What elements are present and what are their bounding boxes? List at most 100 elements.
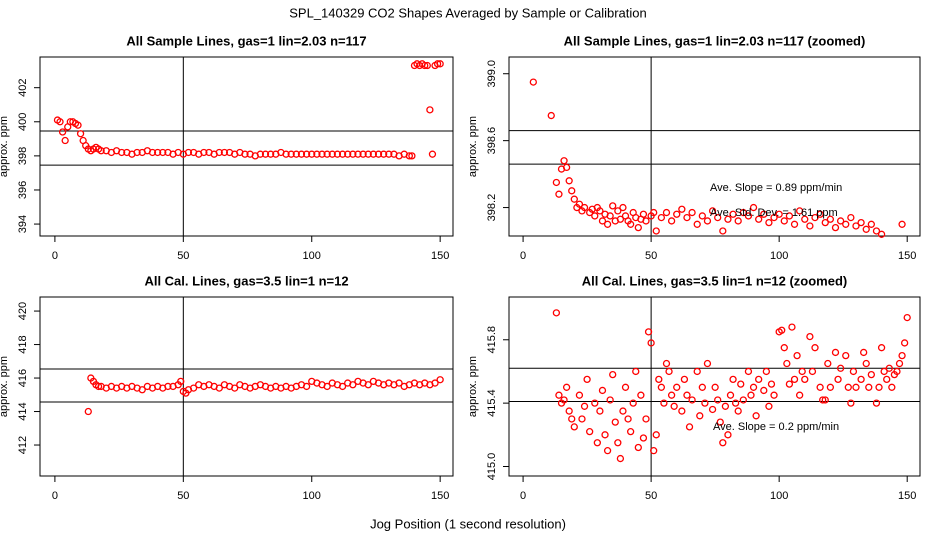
data-point bbox=[900, 339, 909, 347]
data-point bbox=[570, 195, 578, 203]
data-point bbox=[338, 150, 347, 158]
data-point bbox=[862, 359, 870, 368]
data-point bbox=[614, 439, 622, 447]
data-point bbox=[716, 418, 724, 426]
plot-frame bbox=[508, 56, 921, 237]
data-point bbox=[333, 150, 342, 158]
data-point bbox=[626, 220, 635, 228]
data-point bbox=[729, 375, 737, 384]
y-tick-label: 414 bbox=[17, 402, 29, 420]
data-point bbox=[529, 78, 537, 86]
data-point bbox=[616, 454, 625, 463]
data-point bbox=[734, 217, 742, 225]
data-point bbox=[895, 359, 904, 368]
data-point bbox=[578, 415, 586, 423]
data-point bbox=[344, 150, 352, 158]
data-point bbox=[318, 150, 326, 158]
data-point bbox=[885, 364, 893, 372]
data-point bbox=[673, 383, 681, 391]
data-point bbox=[632, 367, 640, 376]
data-point bbox=[755, 375, 763, 384]
data-point bbox=[872, 399, 881, 407]
data-point bbox=[639, 434, 648, 442]
data-point bbox=[565, 177, 573, 185]
data-point bbox=[642, 217, 650, 225]
data-point bbox=[148, 148, 157, 157]
data-point bbox=[852, 222, 860, 230]
data-point bbox=[189, 384, 198, 392]
data-point bbox=[200, 148, 208, 157]
data-point bbox=[603, 447, 612, 455]
data-point bbox=[580, 402, 589, 410]
data-point bbox=[808, 367, 817, 376]
data-point bbox=[780, 217, 788, 225]
x-tick-label: 100 bbox=[770, 490, 788, 502]
data-point bbox=[215, 148, 223, 157]
data-point bbox=[662, 208, 671, 217]
data-point bbox=[634, 443, 642, 452]
data-point bbox=[570, 423, 578, 431]
data-point bbox=[765, 402, 773, 410]
data-point bbox=[783, 359, 791, 368]
data-point bbox=[724, 215, 732, 223]
data-point bbox=[844, 383, 852, 391]
data-point bbox=[593, 439, 601, 447]
data-point bbox=[436, 376, 444, 384]
data-point bbox=[852, 383, 860, 391]
data-point bbox=[790, 220, 799, 228]
data-point bbox=[755, 215, 763, 223]
data-point bbox=[118, 148, 126, 157]
data-point bbox=[685, 423, 694, 431]
data-point bbox=[74, 121, 82, 129]
data-point bbox=[888, 383, 896, 391]
data-point bbox=[798, 367, 806, 376]
data-point bbox=[847, 213, 855, 222]
data-point bbox=[816, 383, 824, 391]
data-point bbox=[256, 150, 265, 158]
data-point bbox=[749, 203, 758, 212]
data-point bbox=[568, 415, 576, 423]
data-point bbox=[637, 391, 645, 399]
data-point bbox=[614, 207, 622, 215]
x-tick-label: 0 bbox=[520, 250, 526, 262]
data-point bbox=[349, 381, 357, 389]
data-point bbox=[780, 344, 788, 352]
data-point bbox=[405, 152, 413, 160]
data-point bbox=[785, 212, 794, 220]
data-point bbox=[61, 136, 69, 145]
data-point bbox=[323, 382, 331, 391]
data-point bbox=[220, 148, 229, 157]
data-point bbox=[693, 220, 701, 228]
data-point bbox=[744, 367, 753, 376]
figure-title: SPL_140329 CO2 Shapes Averaged by Sample… bbox=[289, 5, 647, 20]
data-point bbox=[644, 328, 653, 336]
data-point bbox=[749, 383, 758, 391]
data-point bbox=[302, 150, 311, 158]
data-point bbox=[231, 384, 239, 392]
data-point bbox=[816, 210, 824, 218]
data-point bbox=[793, 351, 801, 360]
data-point bbox=[696, 412, 704, 420]
data-point bbox=[583, 375, 591, 384]
data-point bbox=[744, 212, 753, 220]
y-tick-label: 398.2 bbox=[486, 194, 498, 222]
data-point bbox=[739, 208, 747, 217]
data-point bbox=[616, 215, 625, 223]
data-point bbox=[883, 375, 891, 384]
data-point bbox=[719, 439, 727, 447]
annotation: Ave. Slope = 0.89 ppm/min bbox=[710, 182, 842, 194]
data-point bbox=[795, 207, 804, 215]
data-point bbox=[867, 370, 875, 379]
data-point bbox=[266, 150, 275, 158]
data-point bbox=[575, 200, 584, 208]
data-point bbox=[426, 106, 434, 114]
data-point bbox=[875, 383, 883, 391]
data-point bbox=[762, 367, 771, 376]
data-point bbox=[836, 217, 845, 225]
data-point bbox=[880, 367, 888, 376]
data-point bbox=[877, 344, 886, 352]
data-point bbox=[785, 380, 794, 388]
data-point bbox=[770, 391, 778, 399]
data-point bbox=[708, 207, 717, 215]
